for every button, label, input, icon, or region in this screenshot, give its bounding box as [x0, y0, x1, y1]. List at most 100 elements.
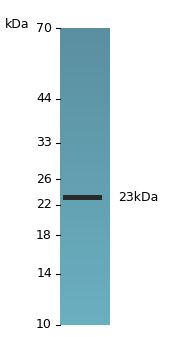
Bar — [60, 324, 110, 325]
Bar — [60, 140, 110, 141]
Bar — [60, 178, 110, 180]
Bar — [60, 247, 110, 249]
Bar — [60, 294, 110, 295]
Bar — [60, 82, 110, 84]
Bar — [60, 48, 110, 50]
Bar — [60, 237, 110, 239]
Bar — [60, 71, 110, 72]
Bar — [60, 86, 110, 87]
Bar — [60, 279, 110, 280]
Bar — [60, 318, 110, 320]
Bar — [60, 36, 110, 38]
Bar — [60, 315, 110, 317]
Bar — [60, 100, 110, 101]
Bar — [60, 265, 110, 267]
Bar — [60, 90, 110, 91]
Bar — [60, 114, 110, 115]
Bar — [60, 285, 110, 286]
Bar — [60, 219, 110, 220]
Bar — [60, 124, 110, 126]
Bar — [60, 76, 110, 78]
Bar — [60, 239, 110, 241]
Bar — [60, 203, 110, 204]
Bar — [60, 169, 110, 171]
Bar — [60, 146, 110, 148]
Bar — [60, 183, 110, 184]
Bar — [60, 47, 110, 49]
Bar — [60, 258, 110, 260]
Text: 10: 10 — [36, 318, 52, 332]
Bar — [60, 148, 110, 150]
Bar — [60, 29, 110, 31]
Bar — [60, 35, 110, 37]
Bar — [60, 151, 110, 153]
Bar — [60, 308, 110, 309]
Bar — [60, 266, 110, 268]
Bar — [60, 131, 110, 133]
Bar — [60, 43, 110, 45]
Bar — [60, 164, 110, 165]
Bar — [60, 64, 110, 66]
Bar — [60, 137, 110, 139]
Bar — [60, 278, 110, 279]
Bar — [60, 213, 110, 214]
Bar — [60, 159, 110, 161]
Bar — [60, 119, 110, 120]
Bar — [60, 29, 110, 30]
Bar — [60, 243, 110, 245]
Bar — [60, 53, 110, 55]
Bar — [60, 207, 110, 208]
Bar — [60, 255, 110, 257]
Bar — [60, 63, 110, 65]
Bar — [60, 62, 110, 64]
Bar — [60, 34, 110, 36]
Bar — [60, 261, 110, 263]
Bar — [60, 300, 110, 301]
Bar — [60, 41, 110, 43]
Bar — [60, 161, 110, 163]
Bar — [60, 277, 110, 278]
Bar — [60, 40, 110, 42]
Bar — [60, 130, 110, 132]
Bar — [60, 49, 110, 51]
Bar — [60, 58, 110, 60]
Bar — [60, 153, 110, 155]
Text: 18: 18 — [36, 229, 52, 242]
Bar — [60, 145, 110, 147]
Bar — [60, 108, 110, 109]
Bar — [60, 149, 110, 151]
Bar — [60, 182, 110, 183]
Bar — [60, 319, 110, 321]
Bar — [60, 260, 110, 262]
Bar — [60, 311, 110, 312]
Bar — [60, 155, 110, 157]
Bar — [60, 170, 110, 172]
Bar — [60, 268, 110, 270]
Bar — [60, 59, 110, 61]
Bar — [60, 33, 110, 35]
Bar — [60, 120, 110, 121]
Bar — [60, 32, 110, 34]
Bar — [60, 187, 110, 188]
Text: 70: 70 — [36, 22, 52, 34]
Bar — [60, 276, 110, 277]
Bar — [60, 229, 110, 231]
Bar — [60, 106, 110, 107]
Bar — [60, 96, 110, 97]
Bar — [60, 220, 110, 222]
Bar — [60, 68, 110, 69]
Bar — [60, 212, 110, 213]
Bar — [60, 225, 110, 227]
Bar — [60, 269, 110, 271]
Bar — [60, 287, 110, 288]
Bar — [60, 257, 110, 259]
Bar — [60, 124, 110, 125]
Bar — [60, 168, 110, 170]
Bar — [60, 233, 110, 234]
Bar — [60, 254, 110, 256]
Bar — [60, 57, 110, 59]
Text: 44: 44 — [36, 92, 52, 105]
Bar — [60, 52, 110, 54]
Bar — [60, 214, 110, 215]
Bar — [60, 298, 110, 299]
